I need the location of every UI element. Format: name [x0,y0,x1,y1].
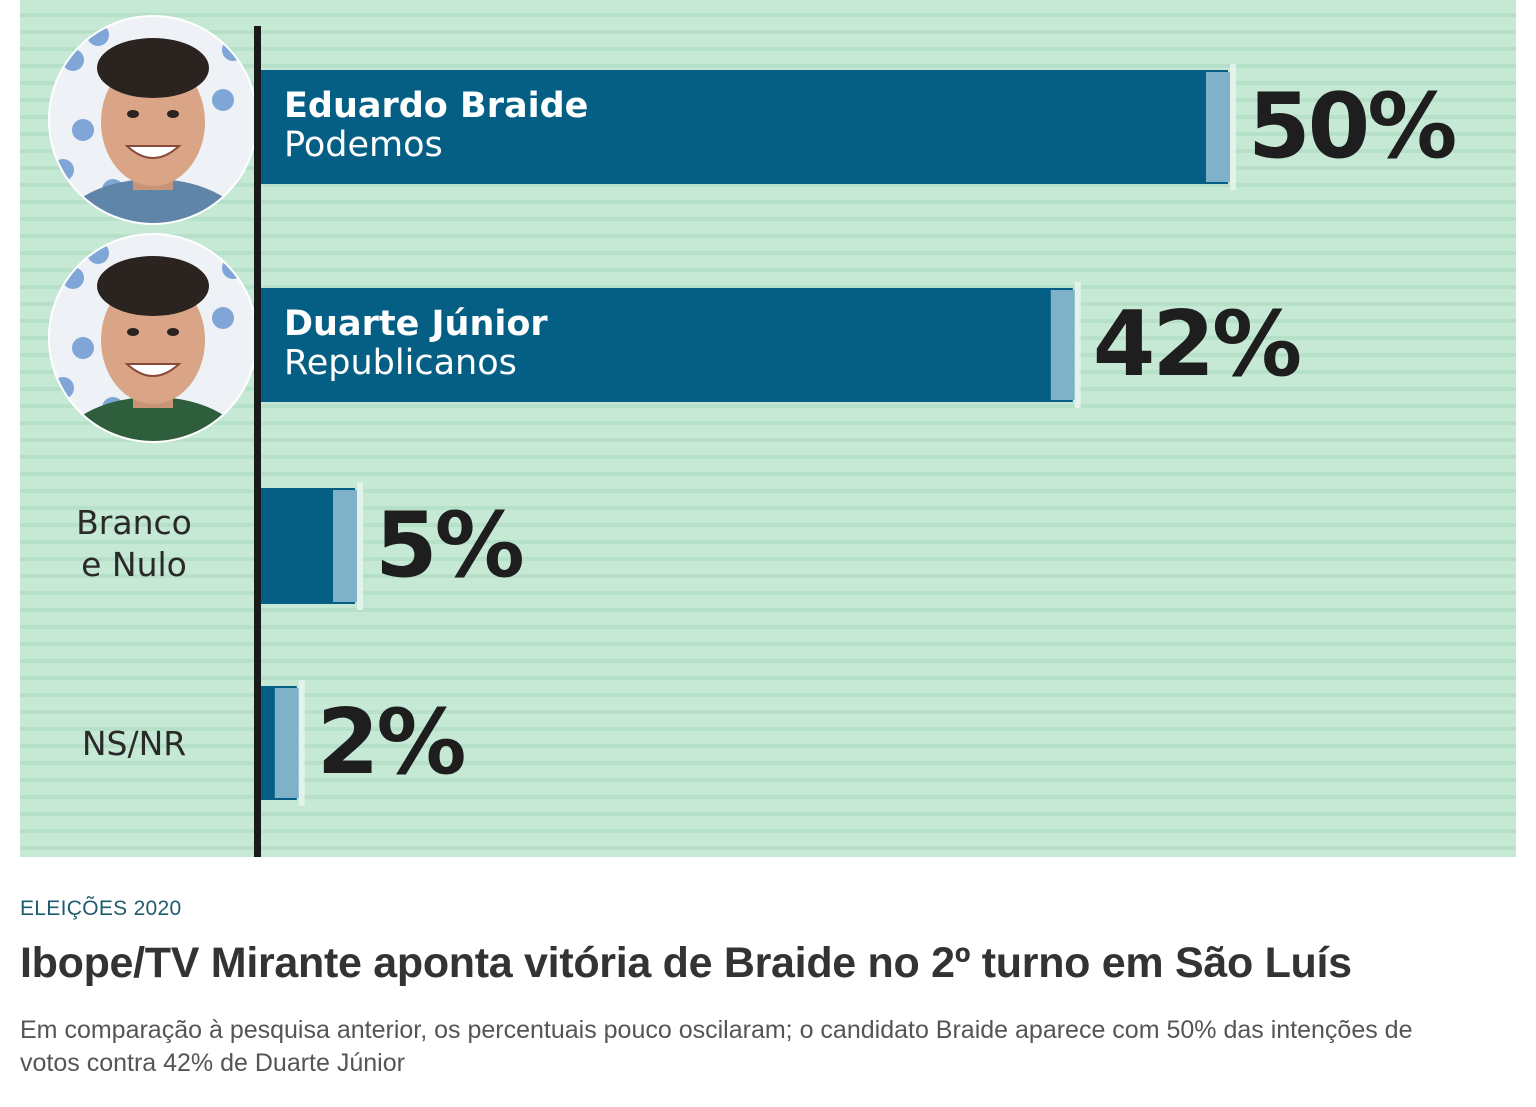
bar-end-highlight [1230,64,1236,190]
bar-end-cap [1050,290,1075,400]
photo-eye [167,328,179,336]
category-label-line2: e Nulo [81,545,187,584]
photo-dot [212,307,234,329]
photo-dot [212,89,234,111]
bar-value-label: 2% [317,690,465,795]
photo-dot [222,257,244,279]
candidate-name: Duarte Júnior [284,304,548,344]
candidate-party: Podemos [284,125,443,165]
category-label: NS/NR [82,724,186,763]
photo-smile [124,363,182,377]
candidate-photo [49,234,257,442]
chart-card: 50% Eduardo Braide Podemos 42% Duarte Júnior… [20,0,1516,857]
article-kicker[interactable]: ELEIÇÕES 2020 [20,897,182,920]
photo-dot [52,159,74,181]
candidate-photo [49,16,257,224]
bar-value-label: 5% [375,493,523,598]
photo-eye [127,328,139,336]
photo-hair [97,256,209,316]
article-dek: Em comparação à pesquisa anterior, os pe… [20,1016,1413,1077]
bar-end-highlight [357,482,363,610]
photo-eye [167,110,179,118]
photo-hair [97,38,209,98]
bar-value-label: 50% [1248,74,1455,179]
bar [258,288,1073,402]
bar-value-label: 42% [1093,292,1300,397]
y-axis-line [254,26,261,857]
candidate-party: Republicanos [284,343,517,383]
bar [258,70,1228,184]
photo-dot [222,39,244,61]
category-label: Branco [76,503,192,542]
bar-end-highlight [1074,282,1081,408]
candidate-name: Eduardo Braide [284,86,588,126]
article-headline[interactable]: Ibope/TV Mirante aponta vitória de Braid… [20,939,1352,987]
photo-eye [127,110,139,118]
bar-group: 2% NS/NR [82,680,467,806]
bar-end-cap [1206,72,1230,182]
photo-shirt [58,397,248,442]
photo-dot [72,119,94,141]
photo-dot [72,337,94,359]
bar-end-cap [333,490,357,602]
photo-dot [52,377,74,399]
photo-shirt [58,179,248,224]
bar-end-cap [274,688,299,798]
photo-smile [124,145,182,159]
bar-end-highlight [298,680,305,806]
